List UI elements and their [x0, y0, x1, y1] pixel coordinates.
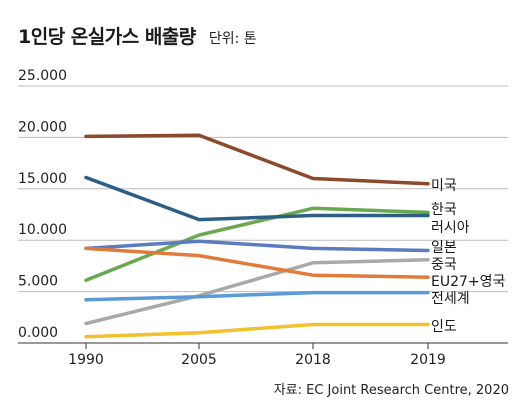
series-line: [84, 175, 430, 222]
series-end-label: 러시아: [431, 220, 470, 236]
y-tick-label: 20.000: [18, 119, 67, 135]
y-tick-label: 10.000: [18, 222, 67, 238]
x-tick-label: 1990: [68, 352, 104, 368]
series-line: [84, 257, 430, 326]
series-line: [84, 290, 430, 302]
series-line: [84, 322, 430, 339]
unit-label: 단위: 톤: [208, 31, 257, 47]
y-tick-label: 5.000: [18, 274, 58, 290]
series-end-label: 인도: [431, 319, 457, 335]
series-end-label: 중국: [431, 257, 457, 273]
chart-header: 1인당 온실가스 배출량 단위: 톤: [18, 22, 257, 49]
series-line: [84, 239, 430, 253]
series-line: [84, 246, 430, 279]
chart-title: 1인당 온실가스 배출량: [18, 26, 196, 48]
series-end-label: 일본: [431, 240, 457, 256]
series-end-label: 전세계: [431, 291, 470, 307]
series-line: [84, 206, 430, 283]
source-note: 자료: EC Joint Research Centre, 2020: [273, 383, 509, 398]
series-end-label: EU27+영국: [431, 274, 506, 290]
x-tick-label: 2019: [410, 352, 446, 368]
y-tick-label: 25.000: [18, 68, 67, 84]
y-tick-label: 15.000: [18, 171, 67, 187]
series-end-label: 미국: [431, 178, 457, 194]
x-tick-label: 2018: [295, 352, 331, 368]
series-line: [84, 133, 430, 186]
x-tick-label: 2005: [181, 352, 217, 368]
y-tick-label: 0.000: [18, 325, 58, 341]
series-end-label: 한국: [431, 202, 457, 218]
